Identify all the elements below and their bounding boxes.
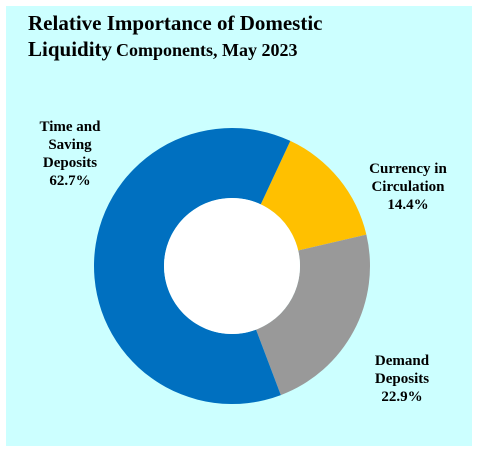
label-demand-line-2: Deposits (374, 371, 430, 387)
label-demand-value: 22.9% (381, 389, 423, 405)
slice-demand-deposits (256, 234, 370, 396)
chart-title-line-2-a: Liquidity (28, 37, 113, 61)
label-demand-line-1: Demand (374, 353, 430, 369)
label-time-line-1: Time and (39, 119, 101, 135)
chart-title: Relative Importance of Domestic Liquidit… (28, 10, 448, 65)
label-currency-line-1: Currency in (369, 161, 447, 177)
chart-title-line-2-b: Components, May 2023 (116, 40, 298, 60)
label-currency: Currency in Circulation 14.4% (348, 160, 468, 214)
chart-title-line-1: Relative Importance of Domestic (28, 11, 323, 35)
donut-hole (164, 198, 300, 334)
label-currency-line-2: Circulation (371, 179, 445, 195)
label-currency-value: 14.4% (387, 197, 429, 213)
label-demand: Demand Deposits 22.9% (352, 352, 452, 406)
label-time-line-2: Saving (48, 137, 92, 153)
slice-currency-in-circulation (260, 140, 367, 251)
slice-time-saving-deposits (94, 127, 291, 405)
label-time-value: 62.7% (49, 173, 91, 189)
label-time-saving: Time and Saving Deposits 62.7% (20, 118, 120, 190)
label-time-line-3: Deposits (42, 155, 98, 171)
